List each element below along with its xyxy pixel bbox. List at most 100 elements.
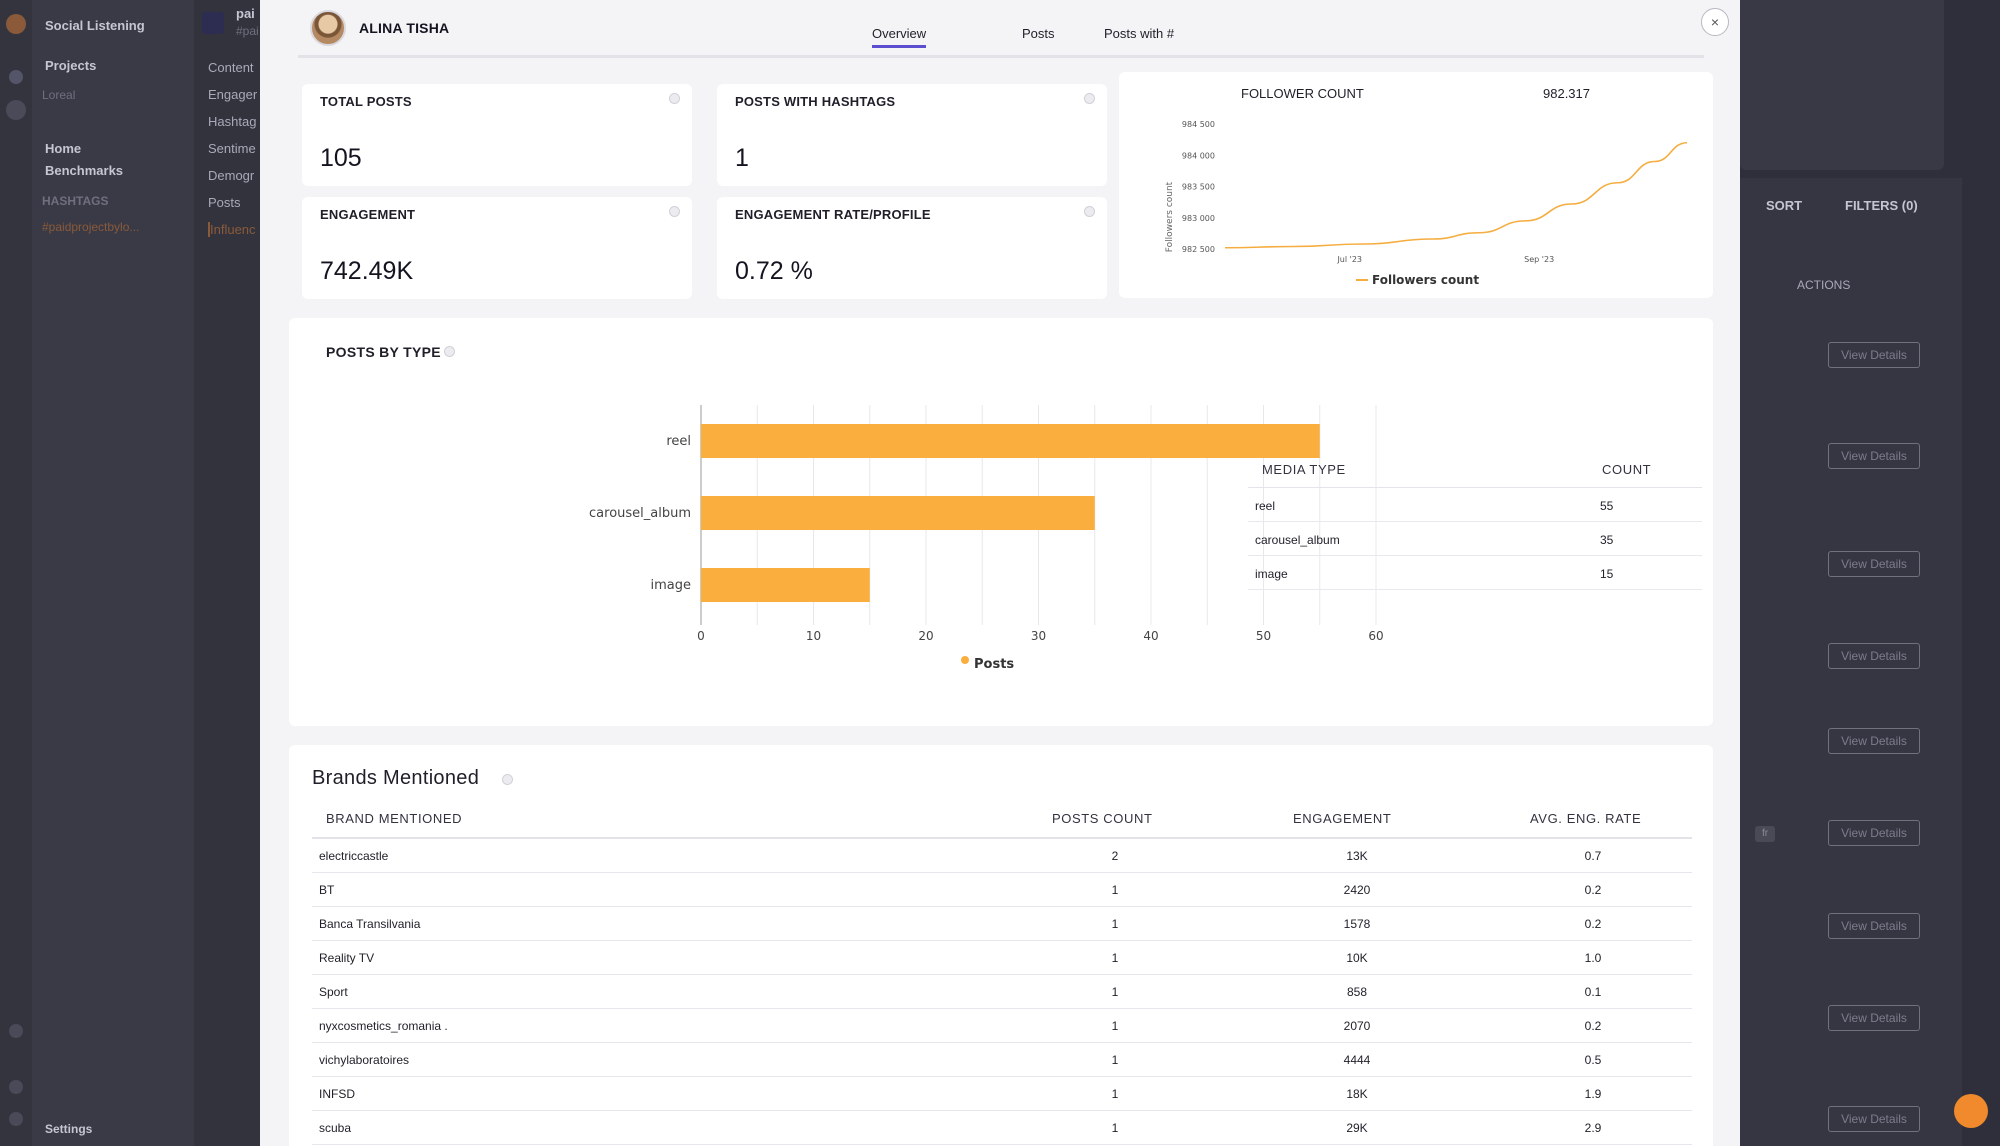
sub-nav-item[interactable]: Sentime: [208, 141, 256, 156]
sub-navigation: pai #pai Content Engager Hashtag Sentime…: [194, 0, 260, 1146]
sub-nav-item-active[interactable]: Influenc: [208, 222, 256, 237]
icon-rail: [0, 0, 32, 1146]
view-details-button[interactable]: View Details: [1828, 551, 1920, 577]
info-icon[interactable]: [669, 206, 680, 217]
avg-eng-rate-cell: 0.2: [1584, 883, 1602, 897]
posts-count-cell: 1: [1111, 1053, 1119, 1067]
sidebar-item-benchmarks[interactable]: Benchmarks: [45, 163, 124, 178]
x-tick-label: 60: [1368, 629, 1383, 643]
influencer-modal: ALINA TISHA Overview Posts Posts with # …: [260, 0, 1740, 1146]
view-details-button[interactable]: View Details: [1828, 443, 1920, 469]
filters-button[interactable]: FILTERS (0): [1845, 198, 1918, 213]
posts-count-cell: 2: [1111, 849, 1119, 863]
engagement-cell: 29K: [1346, 1121, 1368, 1135]
table-row: image 15: [1248, 556, 1702, 590]
table-row: INFSD 1 18K 1.9: [312, 1077, 1692, 1111]
x-tick-label: 50: [1256, 629, 1271, 643]
sidebar-item-hashtag[interactable]: #paidprojectbylo...: [42, 220, 140, 234]
view-details-button[interactable]: View Details: [1828, 1005, 1920, 1031]
view-details-button[interactable]: View Details: [1828, 820, 1920, 846]
x-tick-label: 0: [697, 629, 705, 643]
brands-table: BRAND MENTIONED POSTS COUNT ENGAGEMENT A…: [312, 803, 1692, 1145]
column-header: POSTS COUNT: [1052, 811, 1153, 826]
media-type-cell: carousel_album: [1255, 533, 1340, 547]
brand-cell: Sport: [319, 985, 348, 999]
view-details-button[interactable]: View Details: [1828, 728, 1920, 754]
avg-eng-rate-cell: 0.7: [1584, 849, 1602, 863]
follower-line-chart: 982 500 983 000 983 500 984 000 984 500 Jul …: [1165, 120, 1688, 287]
info-icon[interactable]: [444, 346, 455, 357]
media-type-table: MEDIA TYPE COUNT reel 55 carousel_album …: [1248, 458, 1702, 590]
brand-cell: Reality TV: [319, 951, 375, 965]
engagement-cell: 1578: [1343, 917, 1371, 931]
view-details-button[interactable]: View Details: [1828, 913, 1920, 939]
brand-cell: Banca Transilvania: [319, 917, 421, 931]
info-icon[interactable]: [1084, 93, 1095, 104]
sidebar-item-projects[interactable]: Projects: [45, 58, 97, 73]
posts-count-cell: 1: [1111, 1019, 1119, 1033]
kpi-card-posts-with-hashtags: POSTS WITH HASHTAGS 1: [717, 84, 1107, 186]
category-label: reel: [666, 434, 691, 449]
table-row: vichylaboratoires 1 4444 0.5: [312, 1043, 1692, 1077]
posts-by-type-title: POSTS BY TYPE: [326, 344, 441, 360]
kpi-card-engagement-rate: ENGAGEMENT RATE/PROFILE 0.72 %: [717, 197, 1107, 299]
posts-count-cell: 1: [1111, 985, 1119, 999]
view-details-button[interactable]: View Details: [1828, 1106, 1920, 1132]
kpi-value: 742.49K: [320, 257, 414, 285]
kpi-card-engagement: ENGAGEMENT 742.49K: [302, 197, 692, 299]
tab-posts[interactable]: Posts: [1022, 26, 1055, 41]
bell-icon[interactable]: [9, 1080, 23, 1094]
engagement-cell: 4444: [1343, 1053, 1371, 1067]
tab-posts-with-hashtag[interactable]: Posts with #: [1104, 26, 1175, 41]
y-tick-label: 984 000: [1182, 151, 1215, 160]
sub-nav-item[interactable]: Content: [208, 60, 254, 75]
user-avatar-icon[interactable]: [6, 100, 26, 120]
view-details-button[interactable]: View Details: [1828, 342, 1920, 368]
category-label: image: [651, 578, 692, 593]
kpi-label: TOTAL POSTS: [320, 94, 412, 109]
sub-nav-item[interactable]: Posts: [208, 195, 241, 210]
table-header-row: BRAND MENTIONED POSTS COUNT ENGAGEMENT A…: [312, 803, 1692, 839]
brand-cell: scuba: [319, 1121, 352, 1135]
modal-header: ALINA TISHA Overview Posts Posts with #: [298, 0, 1704, 58]
sub-nav-item[interactable]: Engager: [208, 87, 258, 102]
info-icon[interactable]: [1084, 206, 1095, 217]
media-type-cell: reel: [1255, 499, 1276, 513]
tab-overview[interactable]: Overview: [872, 26, 927, 48]
followers-series-line: [1224, 141, 1688, 249]
sub-nav-item[interactable]: Demogr: [208, 168, 255, 183]
kpi-value: 105: [320, 144, 362, 172]
brand-cell: nyxcosmetics_romania .: [319, 1019, 448, 1033]
y-tick-label: 983 500: [1182, 183, 1215, 192]
project-select[interactable]: Loreal: [42, 88, 76, 102]
kpi-card-total-posts: TOTAL POSTS 105: [302, 84, 692, 186]
close-button[interactable]: ×: [1701, 8, 1729, 36]
posts-count-cell: 1: [1111, 1121, 1119, 1135]
chat-launcher-icon[interactable]: [1954, 1094, 1988, 1128]
view-details-button[interactable]: View Details: [1828, 643, 1920, 669]
profile-name: ALINA TISHA: [359, 20, 450, 36]
app-logo-icon: [6, 14, 26, 34]
info-icon[interactable]: [502, 774, 513, 785]
x-tick-label: Sep '23: [1524, 255, 1554, 264]
link-icon[interactable]: [9, 1024, 23, 1038]
x-tick-label: 40: [1143, 629, 1158, 643]
kpi-value: 0.72 %: [735, 257, 813, 285]
avatar: [310, 10, 346, 46]
kpi-label: POSTS WITH HASHTAGS: [735, 94, 896, 109]
sub-nav-item[interactable]: Hashtag: [208, 114, 257, 129]
info-icon[interactable]: [669, 93, 680, 104]
follower-count-value: 982.317: [1543, 86, 1590, 101]
column-header: ENGAGEMENT: [1293, 811, 1392, 826]
app-title: Social Listening: [45, 18, 145, 33]
chart-icon[interactable]: [9, 70, 23, 84]
posts-count-cell: 1: [1111, 951, 1119, 965]
engagement-cell: 2420: [1343, 883, 1371, 897]
sidebar-item-settings[interactable]: Settings: [45, 1122, 93, 1136]
sidebar-item-home[interactable]: Home: [45, 141, 82, 156]
sort-button[interactable]: SORT: [1766, 198, 1803, 213]
account-icon[interactable]: [9, 1112, 23, 1126]
posts-count-cell: 1: [1111, 1087, 1119, 1101]
bar-image: [701, 568, 870, 602]
